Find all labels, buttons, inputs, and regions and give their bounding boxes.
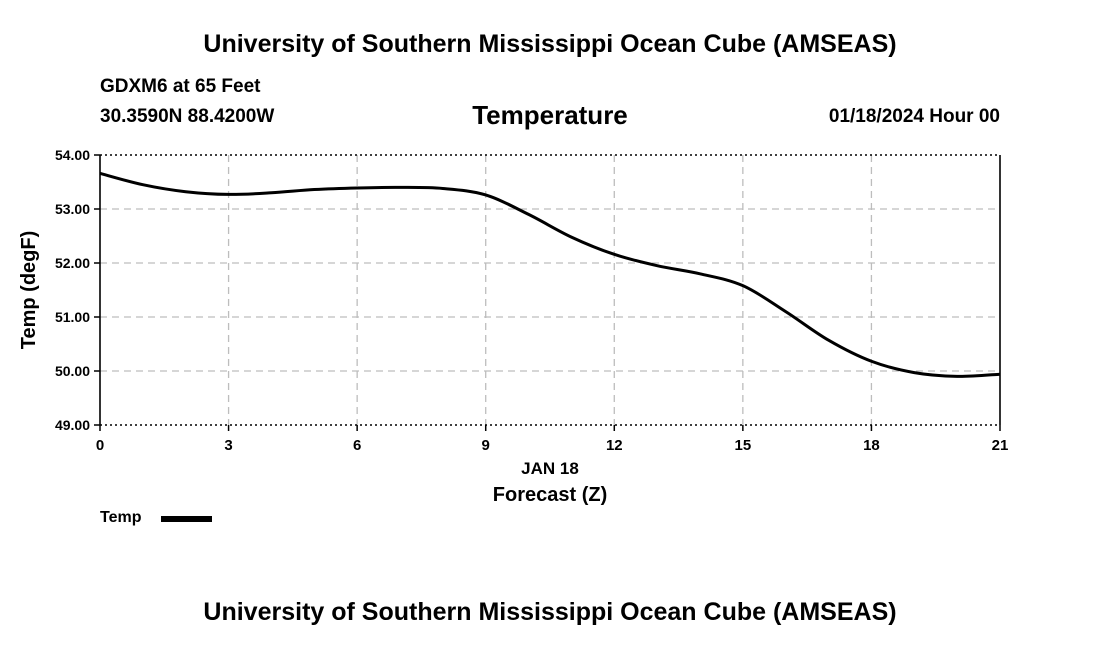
legend-label: Temp xyxy=(100,509,142,526)
y-tick-label: 51.00 xyxy=(55,309,90,325)
y-tick-label: 54.00 xyxy=(55,147,90,163)
x-tick-label: 18 xyxy=(863,437,880,454)
chart-main-title: University of Southern Mississippi Ocean… xyxy=(203,30,897,58)
x-tick-label: 0 xyxy=(96,437,104,454)
y-axis-label: Temp (degF) xyxy=(18,231,40,350)
x-tick-label: 9 xyxy=(482,437,490,454)
chart-footer-title: University of Southern Mississippi Ocean… xyxy=(203,598,897,626)
x-tick-label: 3 xyxy=(224,437,232,454)
temp-series-line xyxy=(99,171,1001,378)
x-tick-label: 12 xyxy=(606,437,623,454)
x-axis-label: Forecast (Z) xyxy=(493,484,607,506)
variable-title: Temperature xyxy=(472,100,628,130)
x-tick-label: 21 xyxy=(992,437,1009,454)
coordinates-label: 30.3590N 88.4200W xyxy=(100,106,275,127)
y-tick-label: 53.00 xyxy=(55,201,90,217)
y-tick-label: 52.00 xyxy=(55,255,90,271)
y-tick-label: 50.00 xyxy=(55,363,90,379)
y-tick-label: 49.00 xyxy=(55,417,90,433)
legend-line-swatch xyxy=(161,516,212,522)
date-axis-label: JAN 18 xyxy=(521,459,579,478)
x-tick-label: 6 xyxy=(353,437,361,454)
station-label: GDXM6 at 65 Feet xyxy=(100,76,261,97)
x-tick-label: 15 xyxy=(735,437,752,454)
forecast-date: 01/18/2024 Hour 00 xyxy=(828,106,1000,127)
